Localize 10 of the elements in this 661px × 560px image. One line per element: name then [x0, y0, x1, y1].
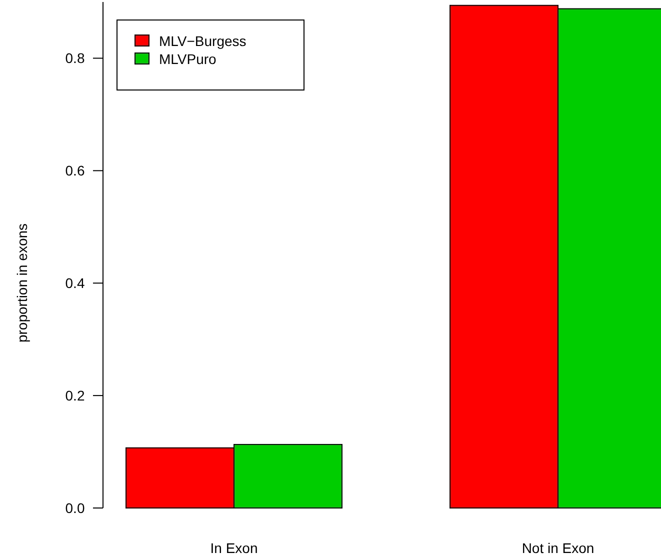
- y-axis-title: proportion in exons: [14, 223, 30, 343]
- legend-label: MLVPuro: [159, 50, 217, 67]
- x-tick-label: Not in Exon: [522, 540, 594, 556]
- x-tick-label: In Exon: [210, 540, 258, 556]
- legend-label: MLV−Burgess: [159, 32, 246, 49]
- y-tick-label: 0.8: [65, 50, 85, 66]
- y-tick-label: 0.0: [65, 500, 85, 516]
- y-tick-label: 0.4: [65, 275, 85, 292]
- y-tick-label: 0.6: [65, 162, 85, 179]
- y-tick-label: 0.2: [65, 387, 85, 404]
